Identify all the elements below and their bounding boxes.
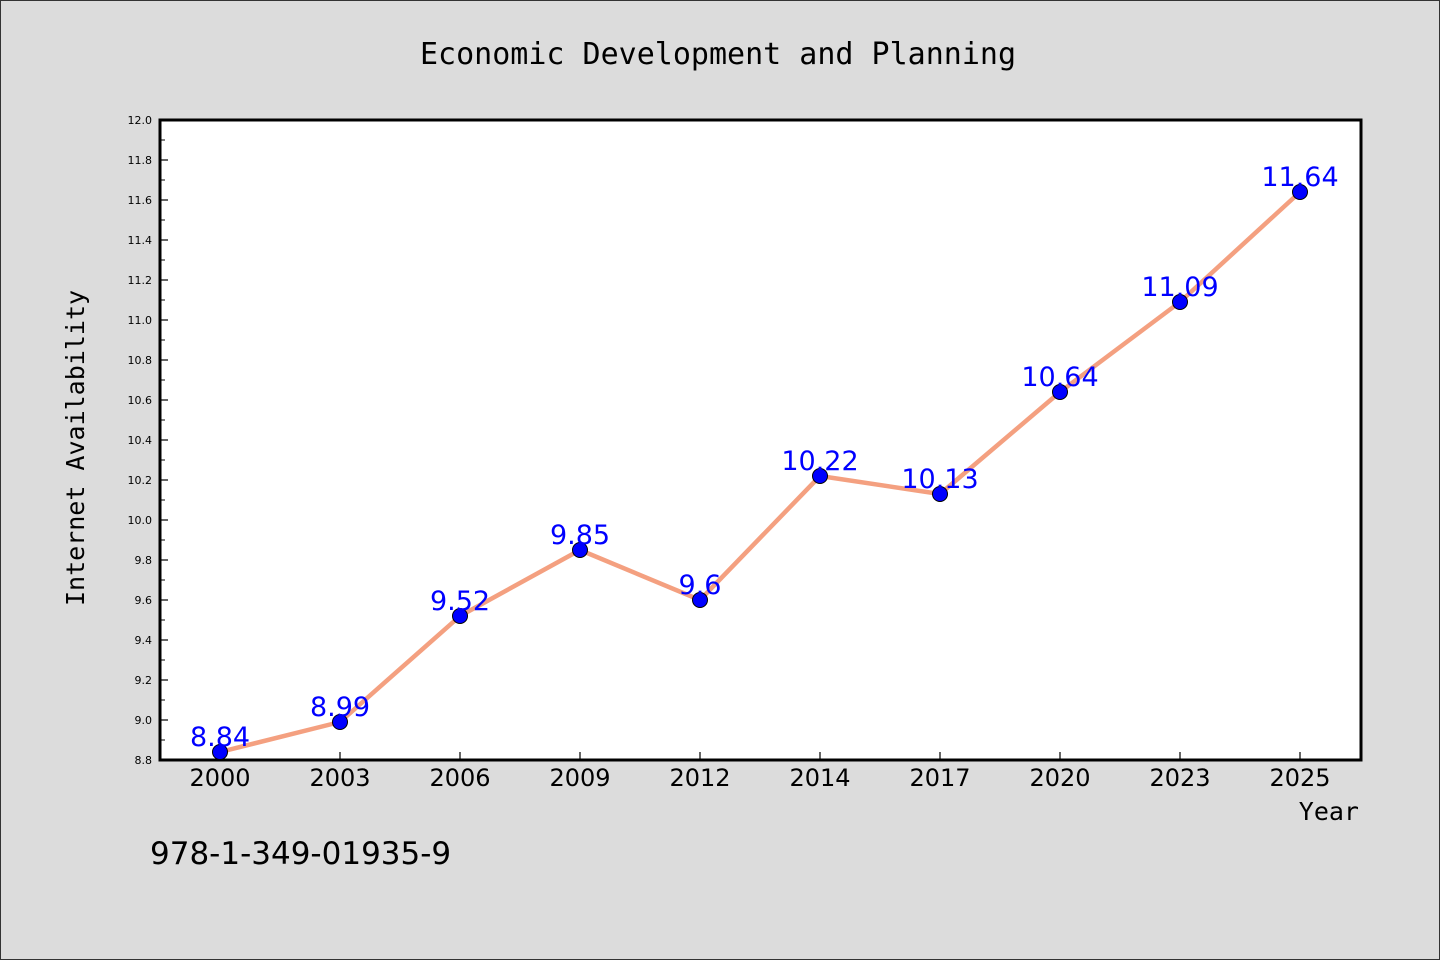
x-tick-label: 2000 [189, 764, 250, 792]
data-label: 9.6 [679, 570, 722, 601]
data-point [1292, 184, 1308, 200]
x-tick-label: 2014 [789, 764, 850, 792]
y-axis-title: Internet Availability [61, 290, 90, 606]
data-point [1052, 384, 1068, 400]
data-point [332, 714, 348, 730]
x-axis-title: Year [1299, 797, 1359, 826]
plot-area [158, 118, 1363, 762]
x-tick-label: 2020 [1029, 764, 1090, 792]
annotation-code: 978-1-349-01935-9 [150, 836, 451, 872]
data-label: 11.64 [1261, 162, 1338, 193]
data-point [812, 468, 828, 484]
y-tick-label: 12.0 [128, 114, 153, 127]
data-label: 8.99 [310, 692, 370, 723]
y-tick-label: 11.6 [128, 194, 153, 207]
y-tick-label: 9.0 [135, 714, 153, 727]
x-tick-label: 2006 [429, 764, 490, 792]
y-tick-label: 10.2 [128, 474, 153, 487]
y-tick-label: 10.4 [128, 434, 153, 447]
data-point [572, 542, 588, 558]
x-tick-label: 2003 [309, 764, 370, 792]
y-tick-label: 10.6 [128, 394, 153, 407]
data-label: 10.13 [901, 464, 978, 495]
data-label: 11.09 [1141, 272, 1218, 303]
y-tick-label: 9.8 [135, 554, 153, 567]
data-point [212, 744, 228, 760]
y-tick-label: 9.4 [135, 634, 153, 647]
y-tick-label: 11.0 [128, 314, 153, 327]
x-tick-label: 2023 [1149, 764, 1210, 792]
x-tick-label: 2012 [669, 764, 730, 792]
data-point [692, 592, 708, 608]
data-point [932, 486, 948, 502]
data-point [1172, 294, 1188, 310]
x-tick-label: 2025 [1269, 764, 1330, 792]
y-tick-label: 11.8 [128, 154, 153, 167]
data-label: 10.22 [781, 446, 858, 477]
series-group: 8.84 8.99 9.52 9.85 9.6 10.22 10.13 10.64 11.09 1… [190, 162, 1339, 760]
y-tick-label: 9.6 [135, 594, 153, 607]
y-axis-ticks: 8.8 9.0 9.2 9.4 9.6 9.8 10.0 10.2 10.4 10.6 10.8 11… [128, 114, 168, 767]
y-tick-label: 11.4 [128, 234, 153, 247]
y-tick-label: 10.8 [128, 354, 153, 367]
y-tick-label: 10.0 [128, 514, 153, 527]
data-label: 9.85 [550, 520, 610, 551]
chart-title: Economic Development and Planning [420, 37, 1016, 72]
data-label: 9.52 [430, 586, 490, 617]
y-tick-label: 11.2 [128, 274, 153, 287]
data-point [452, 608, 468, 624]
x-tick-label: 2017 [909, 764, 970, 792]
data-label: 8.84 [190, 722, 250, 753]
x-axis-ticks: 2000 2003 2006 2009 2012 2014 2017 2020 2023 2025 [189, 752, 1331, 792]
series-line [217, 189, 1303, 755]
y-tick-label: 9.2 [135, 674, 153, 687]
y-tick-label: 8.8 [135, 754, 153, 767]
data-label: 10.64 [1021, 362, 1098, 393]
x-tick-label: 2009 [549, 764, 610, 792]
